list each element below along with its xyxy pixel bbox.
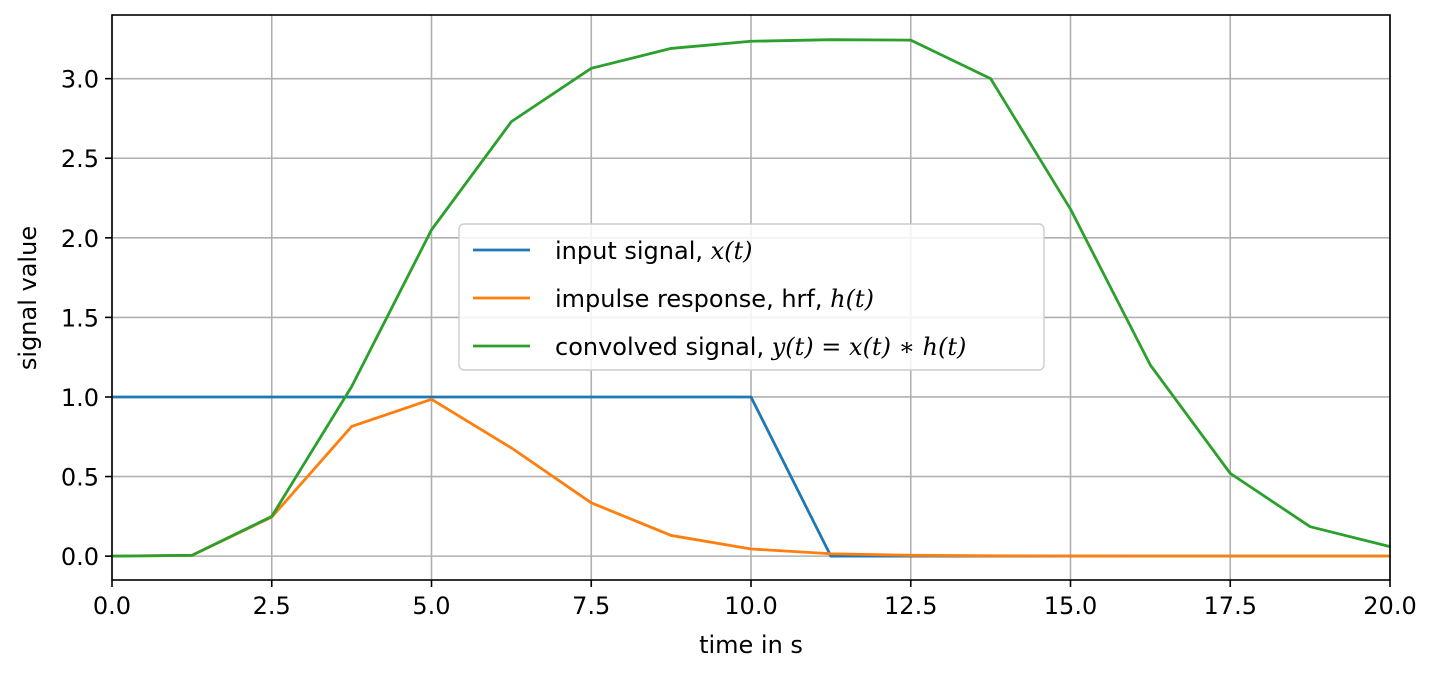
data-point: [430, 396, 433, 398]
data-point: [510, 120, 513, 123]
legend-entry-math: x(t): [711, 237, 753, 265]
data-point: [750, 40, 752, 43]
y-tick-label: 1.5: [61, 304, 99, 332]
x-tick-label: 15.0: [1044, 592, 1097, 620]
x-axis-label: time in s: [699, 631, 803, 659]
legend-entry-label: input signal, x(t): [555, 237, 753, 265]
data-point: [190, 554, 193, 557]
data-point: [1309, 555, 1312, 558]
data-point: [350, 425, 353, 428]
data-point: [1309, 525, 1312, 528]
data-point: [350, 385, 353, 388]
data-point: [510, 447, 513, 449]
data-point: [510, 396, 513, 398]
data-point: [1069, 555, 1072, 557]
y-tick-label: 0.0: [61, 543, 99, 571]
x-tick-label: 10.0: [724, 592, 777, 620]
data-point: [750, 396, 752, 398]
y-tick-label: 2.0: [61, 225, 99, 253]
legend-entry-text: input signal,: [555, 237, 711, 265]
y-tick-label: 0.5: [61, 464, 99, 492]
x-tick-label: 17.5: [1204, 592, 1257, 620]
x-tick-label: 20.0: [1363, 592, 1416, 620]
data-point: [1149, 364, 1152, 367]
axis-ticks: 0.0 2.5 5.0 7.5 10.0 12.5 15.0 17.5 20.0 0.0 0.5 1.…: [61, 66, 1417, 620]
data-point: [350, 396, 353, 398]
data-point: [430, 228, 433, 231]
data-point: [750, 548, 752, 550]
data-point: [270, 515, 273, 518]
data-point: [909, 39, 912, 42]
legend-entry-math: y(t) = x(t) ∗ h(t): [771, 333, 967, 361]
data-point: [1229, 555, 1232, 558]
legend-box: [458, 223, 1045, 371]
x-tick-label: 2.5: [253, 592, 291, 620]
data-point: [190, 396, 193, 398]
x-tick-label: 12.5: [884, 592, 937, 620]
data-point: [829, 552, 832, 555]
legend: input signal, x(t) impulse response, hrf,…: [458, 223, 1045, 371]
legend-entry-text: convolved signal,: [555, 333, 772, 361]
data-point: [590, 67, 593, 70]
data-point: [590, 396, 593, 398]
legend-items: input signal, x(t) impulse response, hrf,…: [473, 237, 966, 361]
data-point: [989, 77, 992, 80]
data-point: [909, 554, 912, 557]
legend-entry-label: convolved signal, y(t) = x(t) ∗ h(t): [555, 333, 966, 361]
y-tick-label: 3.0: [61, 66, 99, 94]
series-lines: [111, 38, 1391, 558]
data-point: [590, 501, 593, 504]
data-point: [270, 396, 273, 398]
data-point: [829, 555, 832, 558]
x-tick-label: 0.0: [93, 592, 131, 620]
legend-entry-label: impulse response, hrf, h(t): [555, 285, 874, 313]
y-axis-label: signal value: [14, 226, 42, 370]
data-point: [670, 47, 673, 50]
data-point: [670, 534, 673, 537]
x-tick-label: 7.5: [572, 592, 610, 620]
data-point: [670, 396, 673, 398]
x-tick-label: 5.0: [412, 592, 450, 620]
data-point: [1069, 208, 1072, 211]
data-point: [989, 554, 992, 557]
legend-entry-math: h(t): [830, 285, 874, 313]
data-point: [1229, 472, 1232, 475]
y-tick-label: 1.0: [61, 384, 99, 412]
y-tick-label: 2.5: [61, 145, 99, 173]
data-point: [430, 398, 433, 401]
data-point: [1149, 555, 1152, 558]
data-point: [829, 38, 832, 41]
legend-entry-text: impulse response, hrf,: [555, 285, 830, 313]
